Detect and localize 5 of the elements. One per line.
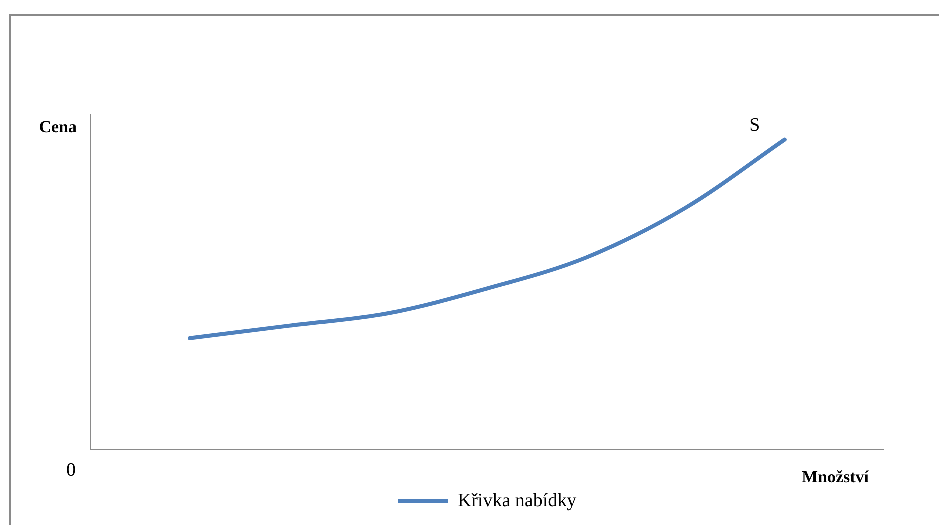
y-axis-title: Cena bbox=[39, 117, 78, 136]
text: 0 bbox=[66, 460, 76, 481]
text: S bbox=[750, 114, 760, 136]
legend-label: Křivka nabídky bbox=[458, 490, 578, 512]
x-axis-title: Množství bbox=[802, 467, 870, 486]
